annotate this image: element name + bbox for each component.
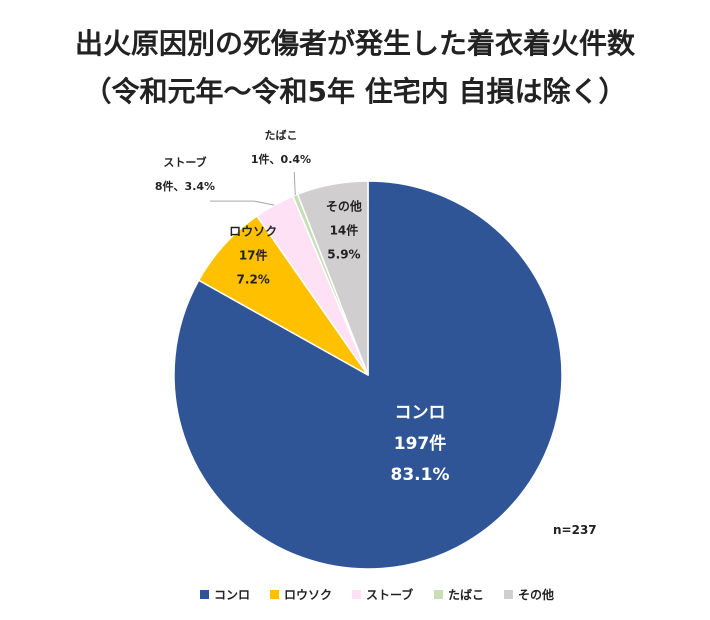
legend-swatch-4 [504,590,513,599]
label-slice-1-2: 7.2% [237,273,270,287]
pie-slice-4 [296,180,369,376]
legend-swatch-1 [270,590,279,599]
label-slice-3-0: たばこ [265,128,298,142]
label-slice-0-2: 83.1% [391,465,450,485]
legend-label-0: コンロ [214,588,250,602]
legend-label-2: ストーブ [366,587,413,602]
legend-label-4: その他 [518,587,554,602]
label-slice-4-2: 5.9% [327,248,360,262]
label-slice-1-0: ロウソク [229,225,277,239]
label-slice-3-1: 1件、0.4% [251,152,311,166]
legend-swatch-2 [352,590,361,599]
label-slice-4-1: 14件 [330,223,359,238]
leader-line-2 [210,200,275,206]
sample-size-label: n=237 [553,523,597,537]
label-slice-0-0: コンロ [395,403,446,423]
chart-subtitle: （令和元年～令和5年 住宅内 自損は除く） [83,75,627,108]
label-slice-4-0: その他 [326,199,362,214]
label-slice-0-1: 197件 [394,433,447,454]
legend-swatch-0 [200,590,209,599]
legend-label-3: たばこ [448,587,484,602]
legend-label-1: ロウソク [284,588,332,602]
leader-line-3 [293,171,296,196]
chart-title: 出火原因別の死傷者が発生した着衣着火件数 [74,27,635,60]
label-slice-2-1: 8件、3.4% [155,179,215,193]
label-slice-1-1: 17件 [239,248,268,263]
label-slice-2-0: ストーブ [163,155,206,169]
legend-swatch-3 [434,590,443,599]
